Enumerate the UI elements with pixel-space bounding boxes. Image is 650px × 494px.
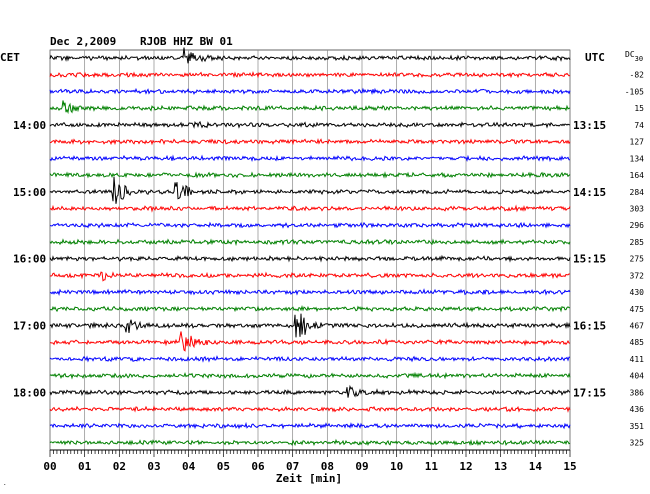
dc-offset-label: -82 bbox=[630, 71, 645, 80]
left-hour-label: 14:00 bbox=[13, 119, 46, 132]
left-hour-label: 18:00 bbox=[13, 386, 46, 399]
trace-row-14 bbox=[49, 288, 571, 297]
dc-offset-label: 386 bbox=[630, 388, 645, 397]
corner-mark: . bbox=[3, 480, 7, 487]
trace-row-4 bbox=[49, 120, 571, 129]
dc-label: DC30 bbox=[625, 50, 643, 63]
trace-row-3 bbox=[49, 100, 571, 115]
trace-row-17 bbox=[49, 331, 571, 352]
x-tick-label-13: 13 bbox=[494, 460, 507, 473]
trace-row-12 bbox=[49, 254, 571, 263]
dc-offset-label: 372 bbox=[630, 271, 645, 280]
dc-offset-label: 134 bbox=[630, 154, 645, 163]
right-hour-label: 13:15 bbox=[573, 119, 606, 132]
dc-offset-label: 284 bbox=[630, 188, 645, 197]
x-tick-label-09: 09 bbox=[355, 460, 368, 473]
dc-offset-label: 436 bbox=[630, 405, 645, 414]
left-hour-label: 15:00 bbox=[13, 186, 46, 199]
right-hour-label: 15:15 bbox=[573, 253, 606, 266]
dc-offset-label: -105 bbox=[625, 87, 644, 96]
seismic-traces bbox=[49, 47, 571, 447]
x-tick-label-04: 04 bbox=[182, 460, 196, 473]
x-tick-label-14: 14 bbox=[529, 460, 543, 473]
left-hour-label: 17:00 bbox=[13, 320, 46, 333]
trace-row-2 bbox=[49, 87, 571, 95]
row-labels: 14:00 15:00 16:00 17:00 18:00 13:15 14:15 15:15… bbox=[13, 71, 644, 448]
dc-offset-label: 404 bbox=[630, 372, 645, 381]
trace-row-20 bbox=[49, 384, 571, 398]
trace-row-5 bbox=[49, 138, 571, 146]
dc-offset-label: 411 bbox=[630, 355, 645, 364]
trace-row-7 bbox=[49, 171, 571, 179]
x-tick-label-08: 08 bbox=[321, 460, 334, 473]
dc-offset-label: 351 bbox=[630, 422, 645, 431]
right-hour-label: 14:15 bbox=[573, 186, 606, 199]
x-axis-label: Zeit [min] bbox=[276, 472, 342, 485]
trace-row-11 bbox=[49, 238, 571, 247]
trace-row-1 bbox=[49, 70, 571, 79]
dc-offset-label: 430 bbox=[630, 288, 645, 297]
trace-row-19 bbox=[49, 371, 571, 380]
trace-row-0 bbox=[49, 47, 571, 64]
x-tick-label-01: 01 bbox=[78, 460, 92, 473]
dc-offset-label: 127 bbox=[630, 138, 645, 147]
header-date: Dec 2,2009 bbox=[50, 35, 116, 48]
x-tick-label-00: 00 bbox=[43, 460, 56, 473]
dc-label-text: DC bbox=[625, 50, 635, 59]
trace-row-18 bbox=[49, 355, 571, 363]
dc-offset-label: 15 bbox=[634, 104, 644, 113]
x-tick-label-10: 10 bbox=[390, 460, 403, 473]
trace-row-22 bbox=[49, 421, 571, 430]
dc-offset-label: 285 bbox=[630, 238, 645, 247]
x-tick-label-15: 15 bbox=[563, 460, 576, 473]
x-tick-label-05: 05 bbox=[217, 460, 230, 473]
minute-grid bbox=[49, 49, 571, 451]
trace-row-13 bbox=[49, 271, 571, 282]
right-hour-label: 17:15 bbox=[573, 386, 606, 399]
dc-offset-label: 74 bbox=[634, 121, 644, 130]
trace-row-10 bbox=[49, 221, 571, 229]
x-axis: 00 01 02 03 04 05 06 07 08 09 10 11 12 13 14 15 bbox=[43, 449, 577, 473]
trace-row-23 bbox=[49, 438, 571, 447]
dc-offset-label: 467 bbox=[630, 322, 645, 331]
trace-row-6 bbox=[49, 154, 570, 162]
x-tick-label-07: 07 bbox=[286, 460, 299, 473]
dc-offset-label: 325 bbox=[630, 439, 645, 448]
right-hour-label: 16:15 bbox=[573, 320, 606, 333]
left-hour-label: 16:00 bbox=[13, 253, 46, 266]
dc-offset-label: 303 bbox=[630, 204, 645, 213]
header-station: RJOB HHZ BW 01 bbox=[140, 35, 233, 48]
dc-offset-label: 164 bbox=[630, 171, 645, 180]
x-tick-label-06: 06 bbox=[251, 460, 265, 473]
dc-offset-label: 475 bbox=[630, 305, 645, 314]
dc-offset-label: 275 bbox=[630, 255, 645, 264]
x-tick-label-02: 02 bbox=[113, 460, 126, 473]
left-timezone-label: CET bbox=[0, 51, 20, 64]
dc-offset-label: 296 bbox=[630, 221, 645, 230]
trace-row-15 bbox=[49, 305, 571, 313]
dc-label-subscript: 30 bbox=[635, 55, 643, 63]
trace-row-21 bbox=[49, 405, 571, 413]
trace-row-16 bbox=[49, 313, 571, 338]
dc-offset-label: 485 bbox=[630, 338, 645, 347]
x-tick-label-03: 03 bbox=[147, 460, 160, 473]
x-tick-label-12: 12 bbox=[459, 460, 472, 473]
x-tick-label-11: 11 bbox=[425, 460, 439, 473]
trace-row-9 bbox=[49, 204, 571, 213]
trace-row-8 bbox=[49, 176, 571, 204]
right-timezone-label: UTC bbox=[585, 51, 605, 64]
